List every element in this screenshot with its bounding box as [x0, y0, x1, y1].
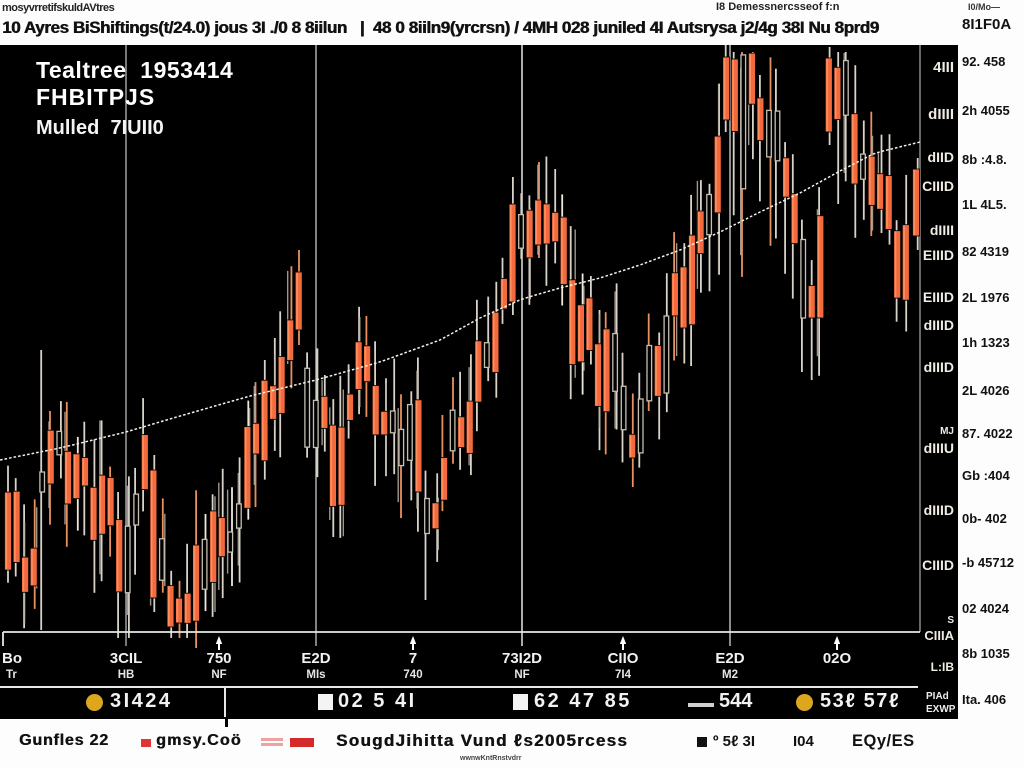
svg-text:CIIIA: CIIIA — [924, 628, 954, 643]
svg-text:3CIL: 3CIL — [110, 650, 143, 667]
svg-text:MJ: MJ — [940, 426, 954, 437]
svg-text:4III: 4III — [933, 59, 954, 76]
svg-text:Mulled 7IUII0: Mulled 7IUII0 — [36, 117, 164, 139]
svg-text:02O: 02O — [823, 650, 852, 667]
svg-text:73I2D: 73I2D — [502, 650, 542, 667]
svg-text:CIIID: CIIID — [922, 557, 954, 573]
svg-text:L:IB: L:IB — [931, 660, 955, 674]
svg-text:dIID: dIID — [928, 149, 954, 165]
svg-text:M2: M2 — [722, 669, 738, 681]
svg-text:dIIID: dIIID — [924, 317, 954, 333]
svg-text:EIIID: EIIID — [923, 289, 954, 305]
svg-text:dIIID: dIIID — [924, 359, 954, 375]
svg-text:HB: HB — [118, 669, 135, 681]
svg-text:EIIID: EIIID — [923, 247, 954, 263]
svg-text:dIIII: dIIII — [928, 106, 954, 123]
svg-text:NF: NF — [211, 669, 226, 681]
svg-text:FHBITPJS: FHBITPJS — [36, 84, 155, 110]
svg-text:E2D: E2D — [715, 650, 744, 667]
svg-text:CIIID: CIIID — [922, 178, 954, 194]
svg-text:Bo: Bo — [2, 650, 22, 667]
svg-text:dIIII: dIIII — [930, 222, 954, 238]
svg-text:dIIIU: dIIIU — [924, 440, 954, 456]
svg-text:E2D: E2D — [301, 650, 330, 667]
svg-text:MIs: MIs — [306, 669, 325, 681]
svg-text:S: S — [947, 615, 954, 626]
svg-text:740: 740 — [403, 669, 422, 681]
svg-text:CIIO: CIIO — [608, 650, 639, 667]
svg-text:750: 750 — [206, 650, 231, 667]
svg-text:7: 7 — [409, 650, 417, 667]
svg-text:dIIID: dIIID — [924, 502, 954, 518]
svg-text:NF: NF — [514, 669, 529, 681]
svg-text:Tr: Tr — [6, 669, 17, 681]
svg-text:Tealtree 1953414: Tealtree 1953414 — [36, 57, 233, 83]
svg-text:7I4: 7I4 — [615, 669, 632, 681]
